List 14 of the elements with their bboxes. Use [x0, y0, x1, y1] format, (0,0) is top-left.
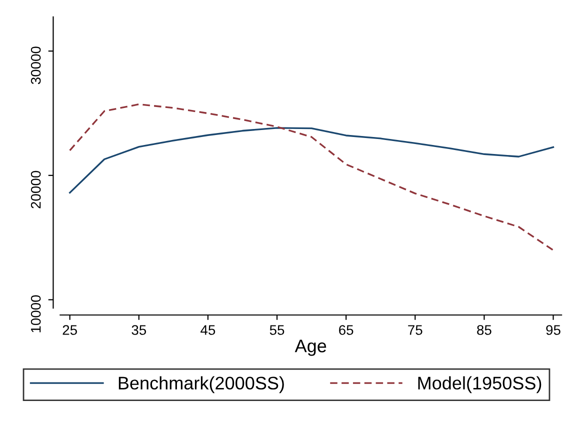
x-tick-label: 85	[477, 325, 492, 335]
y-tick-label: 30000	[30, 46, 41, 84]
x-tick-label: 95	[546, 325, 560, 335]
x-tick-label: 55	[270, 325, 284, 335]
y-tick-label: 20000	[30, 170, 41, 208]
y-tick-label: 10000	[30, 295, 41, 332]
x-tick-label: 75	[408, 325, 422, 335]
x-tick-label: 35	[132, 325, 146, 335]
x-tick-label: 65	[339, 325, 354, 335]
legend-label: Model(1950SS)	[418, 376, 542, 394]
x-tick-label: 25	[62, 325, 77, 335]
legend-label: Benchmark(2000SS)	[118, 376, 284, 394]
x-axis-title: Age	[294, 340, 326, 356]
x-tick-label: 45	[200, 325, 216, 335]
